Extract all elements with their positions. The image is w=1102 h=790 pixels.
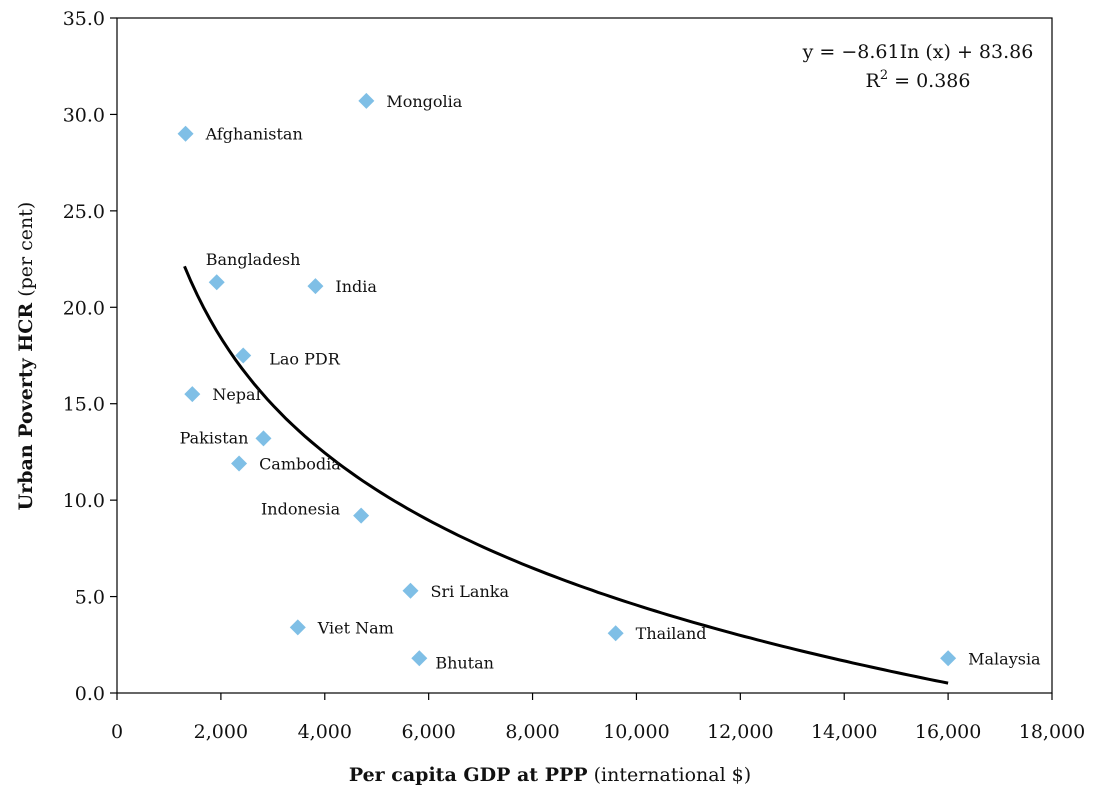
data-point: Bangladesh (206, 250, 301, 291)
y-tick-label: 5.0 (75, 587, 105, 609)
data-point: Malaysia (940, 649, 1041, 668)
trendline-equation: y = −8.61In (x) + 83.86 (802, 41, 1034, 63)
diamond-marker (353, 507, 370, 524)
y-axis: 0.0 5.0 10.0 15.0 20.0 25.0 30.0 35.0 (63, 8, 117, 705)
point-label: Thailand (636, 624, 707, 643)
diamond-marker (231, 455, 248, 472)
diamond-marker (307, 278, 324, 295)
x-tick-label: 2,000 (194, 721, 248, 743)
x-tick-label: 4,000 (298, 721, 352, 743)
x-tick-label: 10,000 (603, 721, 669, 743)
x-axis-title-bold: Per capita GDP at PPP (349, 764, 588, 786)
data-point: Sri Lanka (402, 582, 509, 601)
point-label: India (335, 277, 377, 296)
y-tick-label: 15.0 (63, 394, 105, 416)
data-point: Viet Nam (289, 618, 394, 637)
r-squared-superscript: 2 (880, 68, 888, 83)
data-point: Mongolia (358, 92, 463, 111)
point-label: Nepal (212, 385, 260, 404)
point-label: Indonesia (261, 500, 341, 519)
x-tick-label: 16,000 (915, 721, 981, 743)
x-tick-label: 6,000 (401, 721, 455, 743)
x-tick-label: 14,000 (811, 721, 877, 743)
y-tick-label: 20.0 (63, 297, 105, 319)
data-point: India (307, 277, 377, 296)
x-axis-title: Per capita GDP at PPP (international $) (349, 764, 751, 786)
plot-area (116, 17, 1053, 694)
y-axis-title-units: (per cent) (15, 202, 37, 303)
data-point: Nepal (184, 385, 261, 404)
x-axis-title-units: (international $) (588, 764, 752, 786)
y-tick-label: 25.0 (63, 201, 105, 223)
point-label: Malaysia (968, 649, 1041, 668)
diamond-marker (411, 650, 428, 667)
diamond-marker (255, 430, 272, 447)
data-point: Afghanistan (177, 125, 303, 144)
r-squared: R2 = 0.386 (866, 68, 971, 92)
point-label: Bhutan (435, 653, 494, 672)
diamond-marker (607, 625, 624, 642)
diamond-marker (940, 650, 957, 667)
x-tick-label: 12,000 (707, 721, 773, 743)
data-points: Afghanistan Mongolia Bangladesh India Lao PD… (177, 92, 1041, 672)
point-label: Sri Lanka (430, 582, 509, 601)
y-tick-label: 10.0 (63, 490, 105, 512)
y-tick-label: 30.0 (63, 104, 105, 126)
r-squared-value: = 0.386 (888, 70, 970, 92)
point-label: Viet Nam (317, 618, 394, 637)
x-tick-label: 18,000 (1019, 721, 1085, 743)
diamond-marker (184, 386, 201, 403)
y-axis-title-bold: Urban Poverty HCR (15, 303, 37, 511)
point-label: Pakistan (180, 428, 249, 447)
x-tick-label: 8,000 (505, 721, 559, 743)
point-label: Lao PDR (269, 350, 340, 369)
y-axis-title: Urban Poverty HCR (per cent) (15, 202, 37, 511)
data-point: Indonesia (261, 500, 370, 524)
point-label: Bangladesh (206, 250, 301, 269)
data-point: Thailand (607, 624, 707, 643)
diamond-marker (402, 582, 419, 599)
point-label: Mongolia (386, 92, 462, 111)
diamond-marker (208, 274, 225, 291)
trendline (183, 265, 949, 685)
point-label: Afghanistan (205, 125, 303, 144)
diamond-marker (235, 347, 252, 364)
data-point: Lao PDR (235, 347, 341, 369)
x-tick-label: 0 (111, 721, 123, 743)
diamond-marker (177, 125, 194, 142)
data-point: Cambodia (231, 455, 341, 474)
y-tick-label: 35.0 (63, 8, 105, 30)
r-squared-prefix: R (866, 70, 881, 92)
diamond-marker (289, 619, 306, 636)
y-tick-label: 0.0 (75, 683, 105, 705)
point-label: Cambodia (259, 455, 341, 474)
data-point: Pakistan (180, 428, 272, 447)
data-point: Bhutan (411, 650, 494, 672)
x-axis: 0 2,000 4,000 6,000 8,000 10,000 12,000 14,000 1… (111, 693, 1085, 743)
diamond-marker (358, 92, 375, 109)
